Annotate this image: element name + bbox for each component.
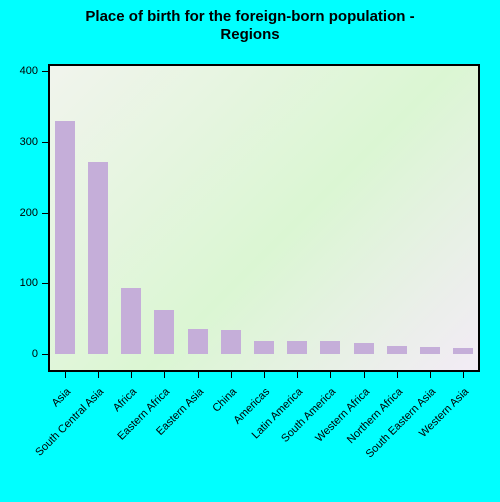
chart-title: Place of birth for the foreign-born popu… [0, 8, 500, 44]
bar [154, 310, 174, 355]
x-tick [397, 372, 398, 378]
bar [453, 348, 473, 354]
bar [320, 341, 340, 354]
title-line-2: Regions [220, 26, 279, 43]
chart-container: Place of birth for the foreign-born popu… [0, 0, 500, 502]
y-tick-label: 0 [6, 348, 38, 360]
axis-border [48, 370, 480, 372]
bar [287, 341, 307, 354]
x-tick [463, 372, 464, 378]
bar [188, 329, 208, 354]
plot-area: 0100200300400AsiaSouth Central AsiaAfric… [48, 64, 480, 372]
bar [221, 330, 241, 355]
x-tick [131, 372, 132, 378]
y-tick-label: 100 [6, 277, 38, 289]
x-tick [430, 372, 431, 378]
bar [254, 341, 274, 354]
x-tick [164, 372, 165, 378]
bar [88, 162, 108, 354]
x-tick [231, 372, 232, 378]
bar [55, 121, 75, 355]
x-tick [198, 372, 199, 378]
title-line-1: Place of birth for the foreign-born popu… [85, 8, 414, 25]
bar [354, 343, 374, 354]
x-tick [330, 372, 331, 378]
y-tick-label: 300 [6, 136, 38, 148]
axis-border [48, 64, 50, 372]
x-tick [264, 372, 265, 378]
x-tick [364, 372, 365, 378]
y-tick-label: 400 [6, 65, 38, 77]
x-tick [65, 372, 66, 378]
y-tick-label: 200 [6, 207, 38, 219]
axis-border [48, 64, 480, 66]
x-tick [297, 372, 298, 378]
bar [121, 288, 141, 355]
axis-border [478, 64, 480, 372]
x-tick [98, 372, 99, 378]
bar [387, 346, 407, 354]
bar [420, 347, 440, 355]
